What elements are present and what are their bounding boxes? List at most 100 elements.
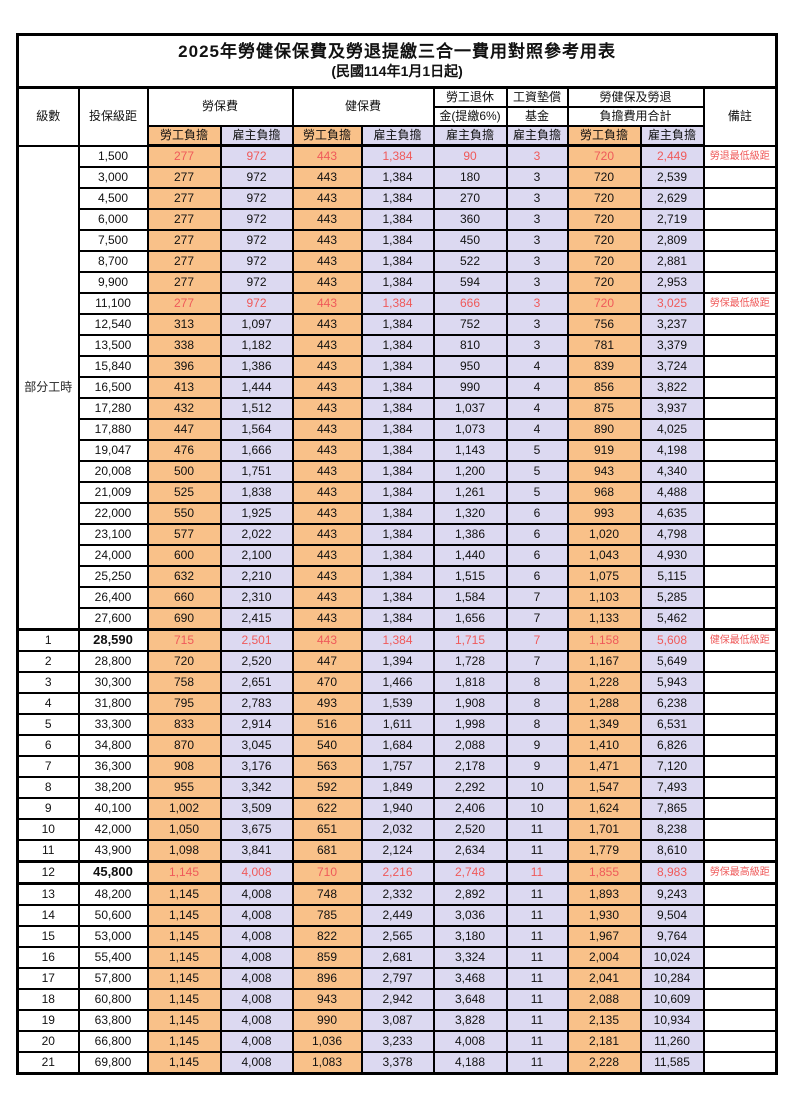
labor-employer-cell: 4,008	[219, 1051, 294, 1075]
pension-employer-cell: 1,200	[432, 460, 508, 483]
health-employee-cell: 443	[291, 144, 363, 168]
labor-employee-cell: 955	[146, 776, 222, 799]
labor-employer-cell: 4,008	[219, 925, 294, 948]
total-employer-cell: 10,024	[639, 946, 705, 969]
labor-employee-cell: 338	[146, 334, 222, 357]
level-cell: 8	[16, 776, 80, 799]
labor-employer-cell: 4,008	[219, 946, 294, 969]
remark-cell	[702, 418, 778, 441]
labor-employee-cell: 577	[146, 523, 222, 546]
fund-employer-cell: 6	[505, 523, 569, 546]
fund-employer-cell: 11	[505, 1009, 569, 1032]
labor-employee-cell: 525	[146, 481, 222, 504]
bracket-cell: 42,000	[77, 818, 149, 841]
fund-employer-cell: 6	[505, 502, 569, 525]
remark-cell	[702, 882, 778, 906]
level-cell: 15	[16, 925, 80, 948]
health-employee-cell: 443	[291, 481, 363, 504]
fund-employer-cell: 7	[505, 586, 569, 609]
fund-employer-cell: 8	[505, 692, 569, 715]
health-employee-cell: 443	[291, 166, 363, 189]
bracket-cell: 28,590	[77, 628, 149, 652]
remark-cell: 勞退最低級距	[702, 144, 778, 168]
fund-employer-cell: 11	[505, 988, 569, 1011]
health-employee-cell: 443	[291, 229, 363, 252]
health-employee-cell: 443	[291, 271, 363, 294]
remark-cell	[702, 692, 778, 715]
fund-employer-cell: 3	[505, 250, 569, 273]
labor-employee-cell: 277	[146, 208, 222, 231]
health-employee-cell: 443	[291, 523, 363, 546]
total-employer-cell: 6,826	[639, 734, 705, 757]
fund-employer-cell: 5	[505, 460, 569, 483]
total-employee-cell: 1,967	[566, 925, 642, 948]
fund-employer-cell: 3	[505, 166, 569, 189]
pension-employer-cell: 450	[432, 229, 508, 252]
fund-employer-cell: 5	[505, 439, 569, 462]
table-row: 9,900 277 972 443 1,384 594 3 720 2,953	[18, 271, 778, 294]
remark-cell	[702, 650, 778, 673]
total-employer-cell: 2,539	[639, 166, 705, 189]
labor-employer-header: 雇主負擔	[219, 125, 294, 147]
total-employee-cell: 720	[566, 166, 642, 189]
labor-employer-cell: 2,100	[219, 544, 294, 567]
total-employee-cell: 720	[566, 292, 642, 315]
pension-employer-cell: 1,037	[432, 397, 508, 420]
labor-employee-cell: 277	[146, 166, 222, 189]
table-row: 16 55,400 1,145 4,008 859 2,681 3,324 11 2,004 10…	[16, 946, 778, 969]
health-employer-cell: 1,384	[360, 292, 435, 315]
total-employee-cell: 1,547	[566, 776, 642, 799]
labor-employer-cell: 1,512	[219, 397, 294, 420]
labor-employee-cell: 1,098	[146, 839, 222, 863]
total-employee-cell: 890	[566, 418, 642, 441]
page-subtitle: (民國114年1月1日起)	[331, 62, 463, 79]
labor-employer-cell: 972	[219, 229, 294, 252]
pension-employer-cell: 1,728	[432, 650, 508, 673]
remark-cell	[702, 734, 778, 757]
labor-employee-cell: 396	[146, 355, 222, 378]
pension-employer-cell: 3,180	[432, 925, 508, 948]
health-employer-cell: 3,378	[360, 1051, 435, 1075]
table-row: 13,500 338 1,182 443 1,384 810 3 781 3,379	[18, 334, 778, 357]
labor-employer-cell: 4,008	[219, 1030, 294, 1053]
title-row: 2025年勞健保保費及勞退提繳三合一費用對照參考用表 (民國114年1月1日起)	[16, 33, 778, 89]
labor-employer-cell: 972	[219, 187, 294, 210]
total-employer-cell: 7,865	[639, 797, 705, 820]
total-employee-cell: 1,228	[566, 671, 642, 694]
total-employer-cell: 8,983	[639, 860, 705, 885]
health-employer-cell: 1,384	[360, 187, 435, 210]
total-employee-cell: 1,471	[566, 755, 642, 778]
fund-employer-cell: 8	[505, 713, 569, 736]
fund-employer-cell: 3	[505, 313, 569, 336]
bracket-cell: 60,800	[77, 988, 149, 1011]
labor-employer-cell: 2,520	[219, 650, 294, 673]
table-row: 1 28,590 715 2,501 443 1,384 1,715 7 1,158 5,608 健…	[16, 628, 778, 652]
level-cell: 10	[16, 818, 80, 841]
total-employee-cell: 1,020	[566, 523, 642, 546]
total-employer-cell: 11,585	[639, 1051, 705, 1075]
total-employer-cell: 9,243	[639, 882, 705, 906]
bracket-cell: 23,100	[77, 523, 149, 546]
health-employee-cell: 443	[291, 502, 363, 525]
health-employee-cell: 443	[291, 376, 363, 399]
table-body: 部分工時 1,500 277 972 443 1,384 90 3 720 2,449 勞退最低級距…	[16, 144, 778, 1075]
table-title-cell: 2025年勞健保保費及勞退提繳三合一費用對照參考用表 (民國114年1月1日起)	[16, 33, 778, 89]
remark-cell	[702, 166, 778, 189]
table-row: 4,500 277 972 443 1,384 270 3 720 2,629	[18, 187, 778, 210]
level-cell: 3	[16, 671, 80, 694]
labor-employer-cell: 2,415	[219, 607, 294, 631]
total-employee-cell: 2,041	[566, 967, 642, 990]
table-row: 23,100 577 2,022 443 1,384 1,386 6 1,020 4,798	[18, 523, 778, 546]
pension-employer-cell: 950	[432, 355, 508, 378]
pension-employer-cell: 270	[432, 187, 508, 210]
total-employer-cell: 4,930	[639, 544, 705, 567]
table-row: 16,500 413 1,444 443 1,384 990 4 856 3,822	[18, 376, 778, 399]
total-employer-cell: 10,284	[639, 967, 705, 990]
table-row: 18 60,800 1,145 4,008 943 2,942 3,648 11 2,088 10…	[16, 988, 778, 1011]
labor-employee-cell: 720	[146, 650, 222, 673]
health-employee-cell: 592	[291, 776, 363, 799]
health-employee-cell: 443	[291, 586, 363, 609]
remark-cell	[702, 776, 778, 799]
labor-employee-cell: 1,050	[146, 818, 222, 841]
labor-employee-cell: 660	[146, 586, 222, 609]
